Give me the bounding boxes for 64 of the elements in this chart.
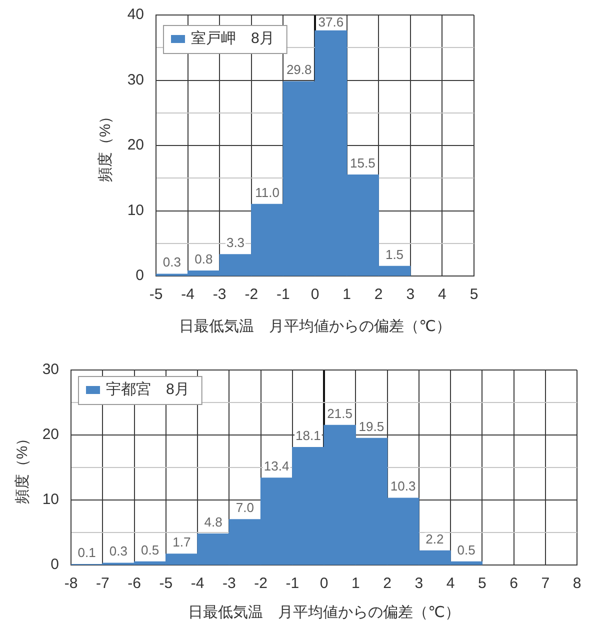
x-tick-label: 1 [342,286,351,304]
data-label: 4.8 [204,514,222,530]
x-axis-title: 日最低気温 月平均値からの偏差（℃） [188,604,460,622]
y-axis-title: 頻度（%） [14,430,32,504]
y-tick-label: 30 [127,71,144,88]
y-tick-label: 20 [127,136,144,154]
x-tick-label: -7 [96,575,110,592]
x-tick-label: 4 [438,286,446,304]
x-tick-label: 6 [510,575,518,592]
x-tick-label: 1 [351,575,360,592]
y-tick-label: 30 [42,361,59,378]
x-tick-label: 4 [446,575,455,592]
x-tick-label: 5 [470,286,478,304]
x-tick-label: -5 [149,286,163,304]
data-label: 37.6 [318,14,344,30]
x-tick-label: -2 [254,575,268,592]
data-label: 2.2 [426,531,444,546]
y-tick-label: 40 [127,6,144,24]
data-label: 1.5 [385,246,404,262]
x-tick-label: 3 [414,575,424,592]
x-tick-label: -5 [159,575,173,592]
data-label: 19.5 [358,418,384,434]
data-label: 7.0 [236,500,254,516]
x-tick-label: -2 [244,286,258,304]
data-label: 11.0 [255,184,280,200]
data-label: 18.1 [296,428,321,443]
x-axis-title: 日最低気温 月平均値からの偏差（℃） [179,318,451,336]
legend-label: 室戸岬 8月 [191,30,274,48]
x-tick-label: 7 [541,575,550,592]
data-label: 13.4 [264,458,290,474]
x-tick-label: -3 [212,286,226,304]
y-tick-label: 0 [136,267,144,284]
data-label: 15.5 [350,155,376,170]
x-tick-label: -8 [64,575,78,592]
x-tick-label: 0 [310,286,320,304]
x-tick-label: 5 [478,575,486,592]
data-label: 0.1 [78,544,96,560]
x-tick-label: 3 [406,286,415,304]
x-tick-label: -1 [276,286,290,304]
y-tick-label: 20 [42,426,59,444]
y-tick-label: 10 [127,202,144,219]
y-tick-label: 10 [42,491,59,508]
legend-label: 宇都宮 8月 [106,381,190,398]
data-label: 0.3 [109,544,128,559]
data-label: 0.5 [457,542,476,558]
data-label: 0.3 [162,254,181,270]
x-tick-label: 2 [383,575,392,592]
x-tick-label: 2 [374,286,383,304]
x-tick-label: -3 [222,575,236,592]
y-tick-label: 0 [50,556,59,574]
x-tick-label: 0 [320,575,328,592]
x-tick-label: 8 [572,575,582,592]
data-label: 21.5 [327,406,352,421]
y-axis-title: 頻度（%） [97,108,114,182]
x-tick-label: -6 [128,575,141,592]
x-tick-label: -1 [286,575,300,592]
data-label: 10.3 [390,478,416,494]
data-label: 0.8 [194,251,213,266]
x-tick-label: -4 [181,286,194,304]
data-label: 0.5 [141,542,160,558]
data-label: 1.7 [172,534,191,550]
data-label: 3.3 [226,235,245,250]
x-tick-label: -4 [190,575,204,592]
data-label: 29.8 [286,62,312,78]
